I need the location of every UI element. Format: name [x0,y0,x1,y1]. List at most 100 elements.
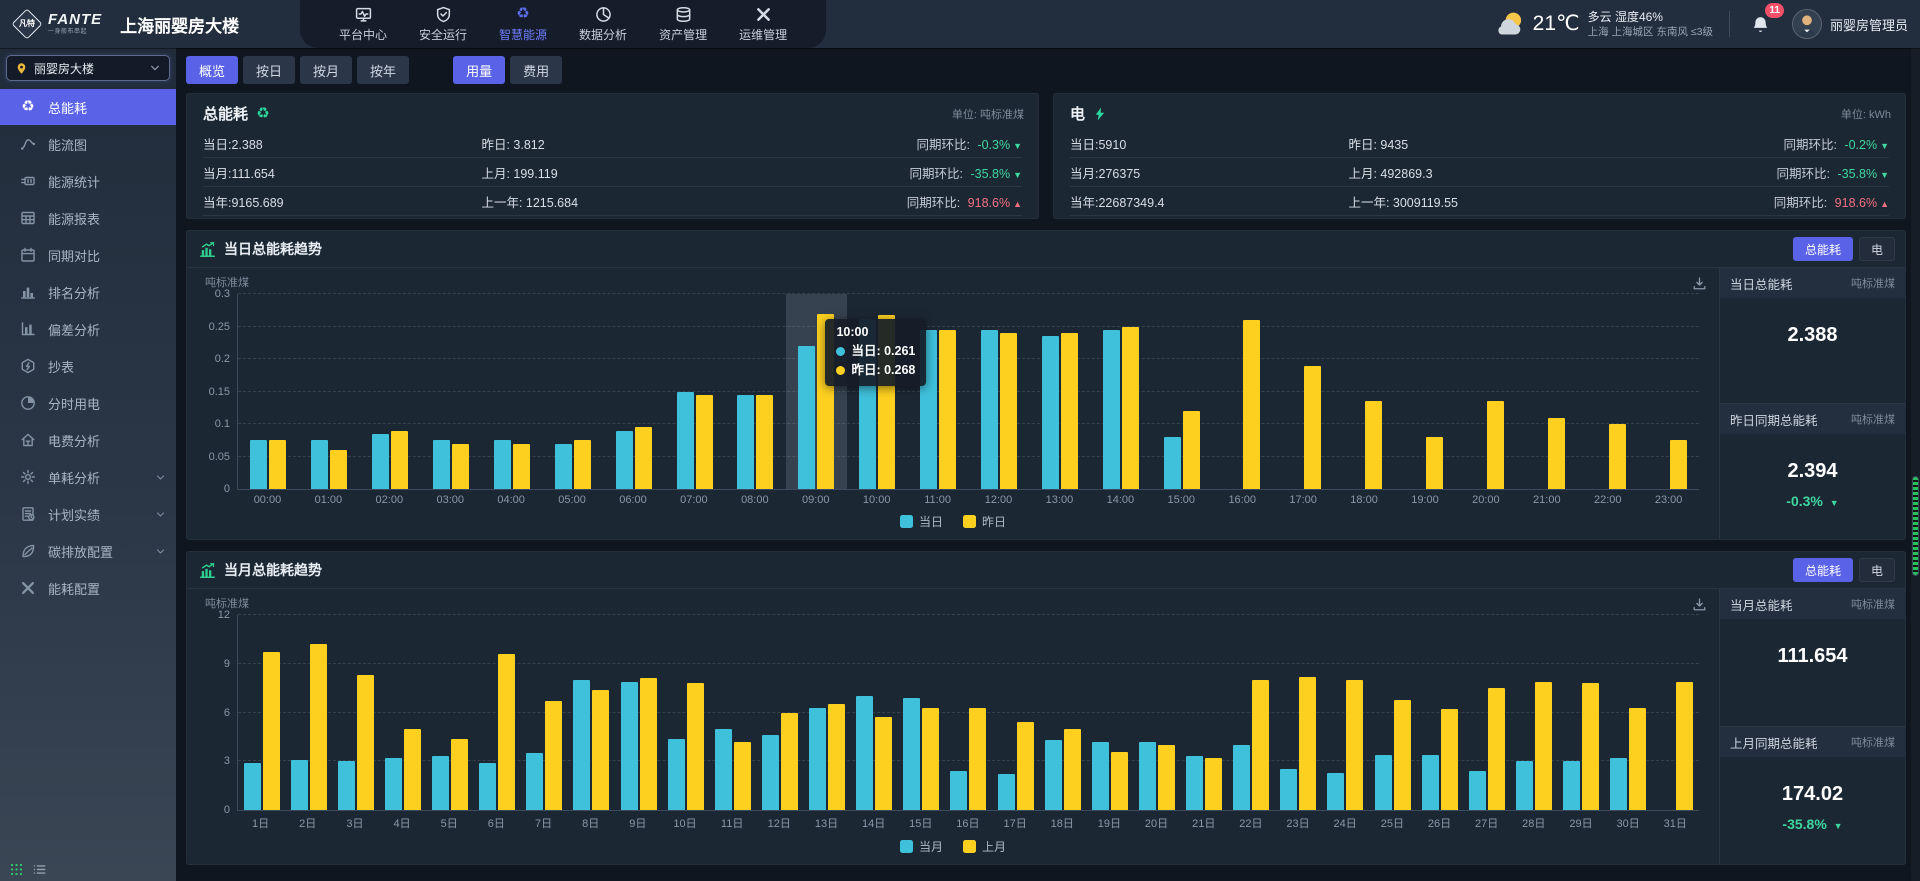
bar-group[interactable] [1577,294,1638,489]
sidebar-item[interactable]: 单耗分析 [0,459,176,495]
sidebar-item[interactable]: 抄表 [0,348,176,384]
mode-tab[interactable]: 费用 [510,56,562,84]
bar-group[interactable] [1275,615,1322,810]
download-icon[interactable] [1692,597,1707,612]
sidebar-item[interactable]: 偏差分析 [0,311,176,347]
bar-group[interactable] [1395,294,1456,489]
bar-group[interactable] [1652,615,1699,810]
bar-group[interactable] [603,294,664,489]
top-nav-item[interactable]: 安全运行 [406,0,480,48]
bar-group[interactable] [1273,294,1334,489]
bar-group[interactable] [851,615,898,810]
chart-source-button[interactable]: 总能耗 [1793,558,1853,582]
bar-group[interactable] [1090,294,1151,489]
period-tab[interactable]: 按日 [243,56,295,84]
top-nav-item[interactable]: 资产管理 [646,0,720,48]
mode-tab[interactable]: 用量 [453,56,505,84]
bar-group[interactable] [945,615,992,810]
bar-group[interactable] [1322,615,1369,810]
sidebar-item[interactable]: 能耗配置 [0,570,176,606]
top-nav-item[interactable]: 运维管理 [726,0,800,48]
sidebar-item[interactable]: ♻总能耗 [0,89,176,125]
bar-group[interactable] [664,294,725,489]
sidebar-item[interactable]: 排名分析 [0,274,176,310]
x-tick-label: 21日 [1180,815,1227,831]
bar-group[interactable] [238,294,299,489]
sidebar-item[interactable]: 电费分析 [0,422,176,458]
legend-item[interactable]: 当月 [900,838,943,855]
bar-group[interactable] [1463,615,1510,810]
top-nav-item[interactable]: 平台中心 [326,0,400,48]
bar-group[interactable] [1029,294,1090,489]
download-icon[interactable] [1692,276,1707,291]
bar [1327,773,1344,810]
bar-group[interactable] [1516,294,1577,489]
building-selector[interactable]: 丽婴房大楼 [6,55,170,81]
sidebar-item[interactable]: 同期对比 [0,237,176,273]
bar-group[interactable] [1228,615,1275,810]
window-scrollbar[interactable] [1911,48,1920,881]
bar-group[interactable] [662,615,709,810]
top-nav-item[interactable]: ♻智慧能源 [486,0,560,48]
bar-group[interactable] [1605,615,1652,810]
notifications-button[interactable]: 11 [1746,9,1776,39]
bar-group[interactable] [756,615,803,810]
bar-group[interactable] [1638,294,1699,489]
bar-group[interactable] [725,294,786,489]
list-icon[interactable] [33,863,46,876]
dots-grid-icon[interactable] [10,863,23,876]
bar-group[interactable] [969,294,1030,489]
sidebar-item[interactable]: 能源统计 [0,163,176,199]
bar-group[interactable] [421,294,482,489]
top-nav-item[interactable]: 数据分析 [566,0,640,48]
chart-source-button[interactable]: 总能耗 [1793,237,1853,261]
bar-group[interactable] [1212,294,1273,489]
sidebar-item[interactable]: 碳排放配置 [0,533,176,569]
bar-group[interactable] [1086,615,1133,810]
bar-group[interactable] [1456,294,1517,489]
x-tick-label: 04:00 [481,494,542,506]
bar-group[interactable] [804,615,851,810]
bar-group[interactable] [1133,615,1180,810]
bar-group[interactable] [992,615,1039,810]
bar-group[interactable] [1039,615,1086,810]
sidebar-item[interactable]: 能流图 [0,126,176,162]
sidebar-item[interactable]: 能源报表 [0,200,176,236]
bar-group[interactable] [521,615,568,810]
bar-group[interactable] [427,615,474,810]
bar-group[interactable] [709,615,756,810]
bar-group[interactable] [542,294,603,489]
scrollbar-thumb[interactable] [1912,476,1919,576]
bar-group[interactable] [474,615,521,810]
chart-panels: 当日总能耗趋势总能耗电吨标准煤00.050.10.150.20.250.310:… [186,230,1906,865]
bar-group[interactable] [379,615,426,810]
chart-source-button[interactable]: 电 [1859,558,1895,582]
bar-group[interactable] [482,294,543,489]
bar-group[interactable] [615,615,662,810]
side-stat-header: 昨日同期总能耗吨标准煤 [1720,404,1905,434]
user-menu[interactable]: 丽婴房管理员 [1792,9,1908,39]
bar-group[interactable] [1181,615,1228,810]
chart-source-button[interactable]: 电 [1859,237,1895,261]
bar-group[interactable] [238,615,285,810]
legend-item[interactable]: 昨日 [963,513,1006,530]
bar-group[interactable] [1416,615,1463,810]
bar-group[interactable] [1369,615,1416,810]
period-tab[interactable]: 按月 [300,56,352,84]
bar-group[interactable] [285,615,332,810]
bar-group[interactable] [299,294,360,489]
legend-item[interactable]: 上月 [963,838,1006,855]
bar-group[interactable] [1510,615,1557,810]
legend-item[interactable]: 当日 [900,513,943,530]
sidebar-item[interactable]: 分时用电 [0,385,176,421]
period-tab[interactable]: 概览 [186,56,238,84]
bar-group[interactable] [332,615,379,810]
sidebar-item[interactable]: 计划实绩 [0,496,176,532]
bar-group[interactable] [898,615,945,810]
bar-group[interactable] [1151,294,1212,489]
bar-group[interactable] [568,615,615,810]
bar-group[interactable] [1558,615,1605,810]
bar-group[interactable] [360,294,421,489]
bar-group[interactable] [1334,294,1395,489]
period-tab[interactable]: 按年 [357,56,409,84]
